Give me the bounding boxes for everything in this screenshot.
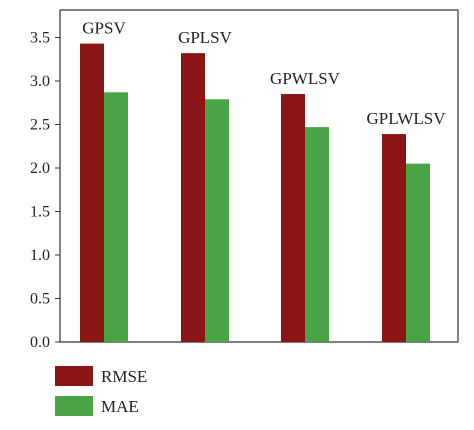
y-tick-label: 1.0 xyxy=(30,247,50,264)
category-label: GPSV xyxy=(82,19,126,38)
category-label: GPLSV xyxy=(178,28,233,47)
category-label: GPLWLSV xyxy=(366,109,446,128)
y-tick-label: 2.5 xyxy=(30,117,50,134)
bar-mae-gpwlsv xyxy=(305,127,329,342)
bar-rmse-gplsv xyxy=(181,53,205,342)
legend-label-mae: MAE xyxy=(101,397,139,416)
y-tick-label: 0.5 xyxy=(30,291,50,308)
bar-rmse-gpwlsv xyxy=(281,94,305,342)
y-tick-label: 2.0 xyxy=(30,160,50,177)
legend-swatch-mae xyxy=(55,396,93,416)
bar-rmse-gplwlsv xyxy=(382,134,406,342)
legend-swatch-rmse xyxy=(55,366,93,386)
y-tick-label: 1.5 xyxy=(30,204,50,221)
y-tick-label: 3.5 xyxy=(30,30,50,47)
bar-mae-gpsv xyxy=(104,92,128,342)
y-tick-label: 0.0 xyxy=(30,334,50,351)
y-tick-label: 3.0 xyxy=(30,73,50,90)
category-label: GPWLSV xyxy=(270,69,341,88)
axes: 0.0 0.5 1.0 1.5 2.0 2.5 3.0 3.5 xyxy=(30,9,459,351)
bar-rmse-gpsv xyxy=(80,43,104,343)
bars xyxy=(80,43,430,343)
group-labels: GPSV GPLSV GPWLSV GPLWLSV xyxy=(82,19,446,128)
bar-mae-gplwlsv xyxy=(406,163,430,342)
legend-label-rmse: RMSE xyxy=(101,367,147,386)
legend: RMSE MAE xyxy=(55,366,147,416)
bar-mae-gplsv xyxy=(205,99,229,343)
